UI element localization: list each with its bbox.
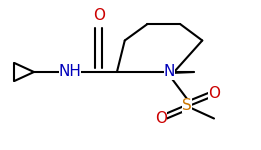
Text: O: O [155, 111, 167, 126]
Text: O: O [208, 85, 220, 100]
Text: NH: NH [58, 64, 81, 80]
Text: S: S [182, 98, 192, 113]
Text: N: N [164, 64, 175, 80]
Text: O: O [93, 8, 105, 23]
